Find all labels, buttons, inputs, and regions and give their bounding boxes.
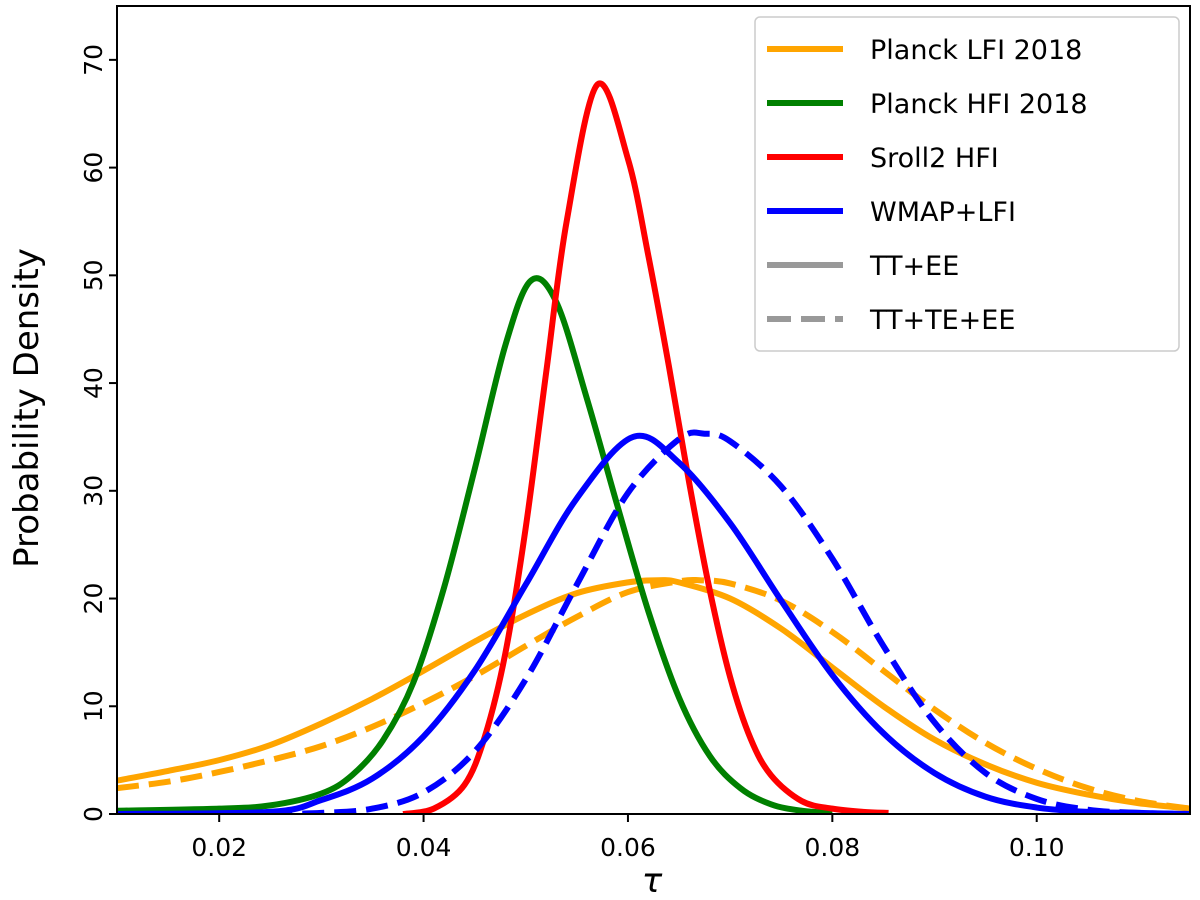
series-line-wmap-lfi-dashed — [270, 429, 1190, 814]
series-line-planck-hfi-2018-solid — [117, 275, 833, 814]
x-tick-label: 0.08 — [804, 833, 860, 862]
y-tick-label: 60 — [79, 152, 108, 184]
y-axis-label: Probability Density — [7, 248, 47, 568]
legend-box — [754, 16, 1180, 352]
legend-label: Planck LFI 2018 — [870, 35, 1082, 66]
plot-frame — [116, 5, 1191, 815]
legend-label: WMAP+LFI — [870, 197, 1016, 228]
series-layer — [117, 80, 1190, 814]
series-line-wmap-lfi-solid — [117, 432, 1190, 814]
x-tick-label: 0.06 — [600, 833, 656, 862]
series-line-sroll2-hfi-solid — [402, 80, 889, 814]
y-tick-label: 50 — [79, 259, 108, 291]
y-tick-label: 70 — [79, 44, 108, 76]
legend-label: TT+TE+EE — [869, 305, 1015, 336]
legend: Planck LFI 2018 Planck HFI 2018 Sroll2 HFI… — [754, 16, 1180, 352]
series-line-planck-lfi-2018-dashed — [117, 576, 1190, 812]
y-tick-label: 40 — [79, 367, 108, 399]
y-tick-label: 30 — [79, 475, 108, 507]
x-tick-label: 0.04 — [396, 833, 452, 862]
series-line-planck-lfi-2018-solid — [117, 577, 1190, 812]
axes-layer: 0.02 0.04 0.06 0.08 0.10 0 10 20 30 40 50 60 70 — [79, 5, 1191, 862]
x-axis-label: τ — [642, 861, 663, 900]
legend-label: Planck HFI 2018 — [870, 89, 1088, 120]
x-tick-label: 0.02 — [191, 833, 247, 862]
y-tick-label: 0 — [79, 806, 108, 822]
legend-label: TT+EE — [869, 251, 959, 282]
x-tick-label: 0.10 — [1009, 833, 1065, 862]
y-tick-label: 20 — [79, 583, 108, 615]
y-tick-label: 10 — [79, 690, 108, 722]
legend-label: Sroll2 HFI — [870, 143, 999, 174]
